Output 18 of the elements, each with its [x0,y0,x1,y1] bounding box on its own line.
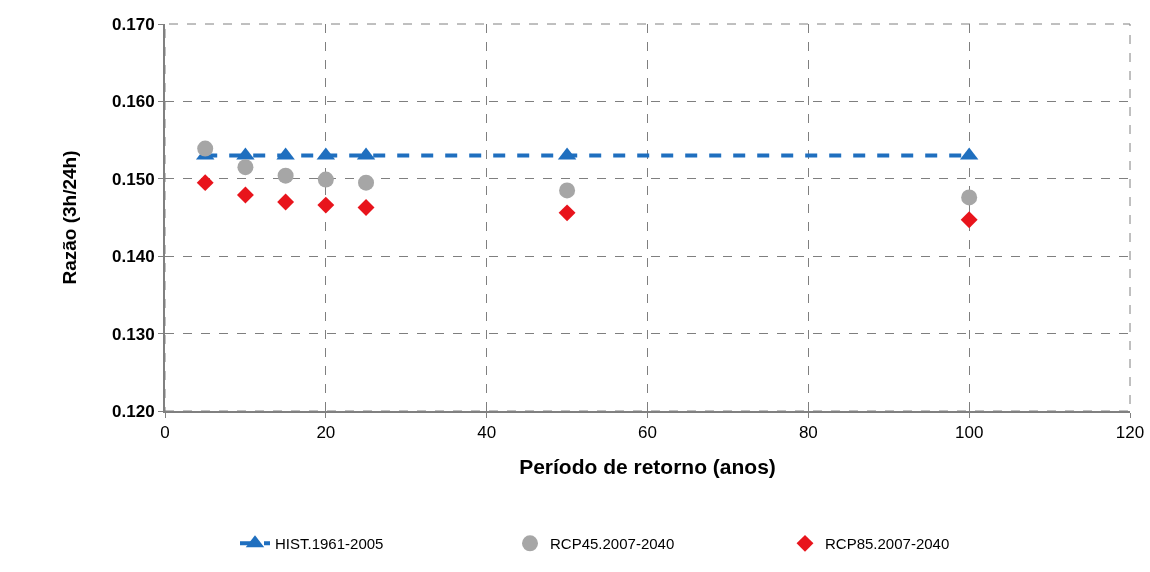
y-tick-label: 0.170 [112,14,155,34]
x-tick-label: 40 [477,423,497,443]
x-tick-label: 60 [638,423,657,443]
y-tick-label: 0.140 [112,247,155,267]
legend-label: RCP45.2007-2040 [550,535,675,553]
y-tick-label: 0.130 [112,324,155,344]
legend-label: RCP85.2007-2040 [825,535,950,553]
x-tick-label: 100 [954,423,984,443]
y-tick-label: 0.160 [112,92,155,112]
y-tick-label: 0.150 [112,169,155,189]
x-tick-label: 80 [798,423,818,443]
x-tick-label: 0 [160,423,170,443]
x-tick-label: 20 [316,423,336,443]
x-axis-title: Período de retorno (anos) [519,455,776,479]
x-tick-label: 120 [1115,423,1145,443]
y-tick-label: 0.120 [112,401,155,421]
y-axis-title: Razão (3h/24h) [59,150,81,285]
legend-label: HIST.1961-2005 [275,535,384,553]
